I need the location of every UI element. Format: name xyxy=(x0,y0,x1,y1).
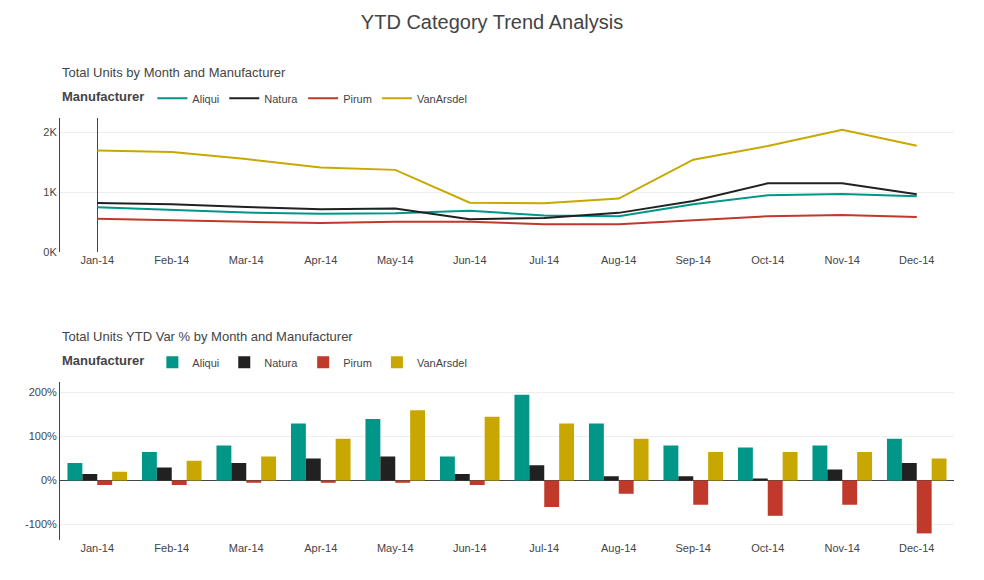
svg-text:200%: 200% xyxy=(29,386,57,398)
svg-text:VanArsdel: VanArsdel xyxy=(417,93,467,105)
svg-text:Oct-14: Oct-14 xyxy=(751,542,784,554)
svg-text:Jan-14: Jan-14 xyxy=(80,542,114,554)
svg-text:Mar-14: Mar-14 xyxy=(229,254,264,266)
svg-text:Natura: Natura xyxy=(264,357,298,369)
svg-text:Pirum: Pirum xyxy=(343,93,372,105)
svg-text:0K: 0K xyxy=(43,246,57,258)
svg-text:Jul-14: Jul-14 xyxy=(529,542,559,554)
svg-text:VanArsdel: VanArsdel xyxy=(417,357,467,369)
svg-text:Manufacturer: Manufacturer xyxy=(62,89,144,104)
svg-text:Manufacturer: Manufacturer xyxy=(62,353,144,368)
svg-text:Mar-14: Mar-14 xyxy=(229,542,264,554)
svg-text:100%: 100% xyxy=(29,430,57,442)
svg-text:Total Units by Month and Manuf: Total Units by Month and Manufacturer xyxy=(62,65,286,80)
svg-text:Pirum: Pirum xyxy=(343,357,372,369)
svg-text:1K: 1K xyxy=(43,186,57,198)
svg-text:May-14: May-14 xyxy=(377,254,414,266)
svg-text:YTD Category Trend Analysis: YTD Category Trend Analysis xyxy=(361,11,623,33)
svg-text:Nov-14: Nov-14 xyxy=(825,254,860,266)
svg-text:Jun-14: Jun-14 xyxy=(453,254,487,266)
svg-text:Aug-14: Aug-14 xyxy=(601,542,636,554)
svg-text:Sep-14: Sep-14 xyxy=(676,254,711,266)
svg-text:Oct-14: Oct-14 xyxy=(751,254,784,266)
svg-text:Feb-14: Feb-14 xyxy=(154,254,189,266)
svg-text:Aliqui: Aliqui xyxy=(192,357,219,369)
svg-text:Dec-14: Dec-14 xyxy=(899,254,934,266)
svg-text:-100%: -100% xyxy=(25,518,57,530)
svg-text:Apr-14: Apr-14 xyxy=(304,254,337,266)
svg-text:Apr-14: Apr-14 xyxy=(304,542,337,554)
svg-text:0%: 0% xyxy=(41,474,57,486)
svg-text:Sep-14: Sep-14 xyxy=(676,542,711,554)
svg-text:May-14: May-14 xyxy=(377,542,414,554)
svg-text:Aliqui: Aliqui xyxy=(192,93,219,105)
svg-text:Total Units YTD Var % by Month: Total Units YTD Var % by Month and Manuf… xyxy=(62,329,353,344)
svg-text:Aug-14: Aug-14 xyxy=(601,254,636,266)
svg-text:Feb-14: Feb-14 xyxy=(154,542,189,554)
svg-text:Jul-14: Jul-14 xyxy=(529,254,559,266)
svg-text:Nov-14: Nov-14 xyxy=(825,542,860,554)
svg-text:Dec-14: Dec-14 xyxy=(899,542,934,554)
svg-text:Jun-14: Jun-14 xyxy=(453,542,487,554)
svg-text:Jan-14: Jan-14 xyxy=(80,254,114,266)
svg-text:Natura: Natura xyxy=(264,93,298,105)
svg-text:2K: 2K xyxy=(43,126,57,138)
